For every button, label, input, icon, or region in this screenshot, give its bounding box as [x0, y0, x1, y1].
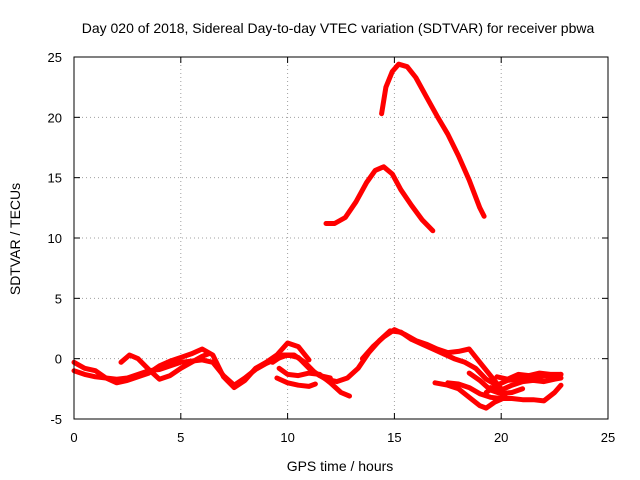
series-arc-high-2: [323, 164, 436, 234]
series-arc-l: [494, 370, 564, 382]
series-arc-b: [71, 352, 333, 388]
y-tick-label: 20: [48, 110, 62, 125]
series-arc-high-1: [379, 61, 487, 219]
y-tick-label: 10: [48, 231, 62, 246]
x-tick-label: 0: [70, 430, 77, 445]
y-tick-label: 15: [48, 171, 62, 186]
x-tick-label: 15: [387, 430, 401, 445]
grid-lines: [74, 57, 608, 419]
series-arc-i: [445, 380, 564, 404]
y-tick-label: -5: [50, 412, 62, 427]
chart-title: Day 020 of 2018, Sidereal Day-to-day VTE…: [82, 20, 595, 36]
series-arc-f: [274, 375, 318, 389]
series-arc-k: [488, 375, 564, 393]
data-series: [71, 61, 564, 411]
x-axis-label: GPS time / hours: [287, 458, 394, 474]
series-arc-a: [71, 340, 312, 391]
y-tick-label: 25: [48, 50, 62, 65]
y-tick-label: 0: [55, 352, 62, 367]
axis-ticks: 0 5 10 15 20 25 -5 0 5 10 15 20 25: [48, 50, 616, 445]
x-tick-label: 5: [177, 430, 184, 445]
series-arc-c: [118, 351, 212, 382]
x-tick-label: 25: [601, 430, 615, 445]
series-arc-m: [466, 370, 526, 397]
x-tick-label: 20: [494, 430, 508, 445]
x-tick-label: 10: [280, 430, 294, 445]
series-arc-h: [432, 380, 508, 411]
y-axis-label: SDTVAR / TECUs: [7, 183, 23, 295]
series-arc-e: [276, 365, 352, 399]
series-arc-g: [359, 327, 504, 392]
y-tick-label: 5: [55, 291, 62, 306]
